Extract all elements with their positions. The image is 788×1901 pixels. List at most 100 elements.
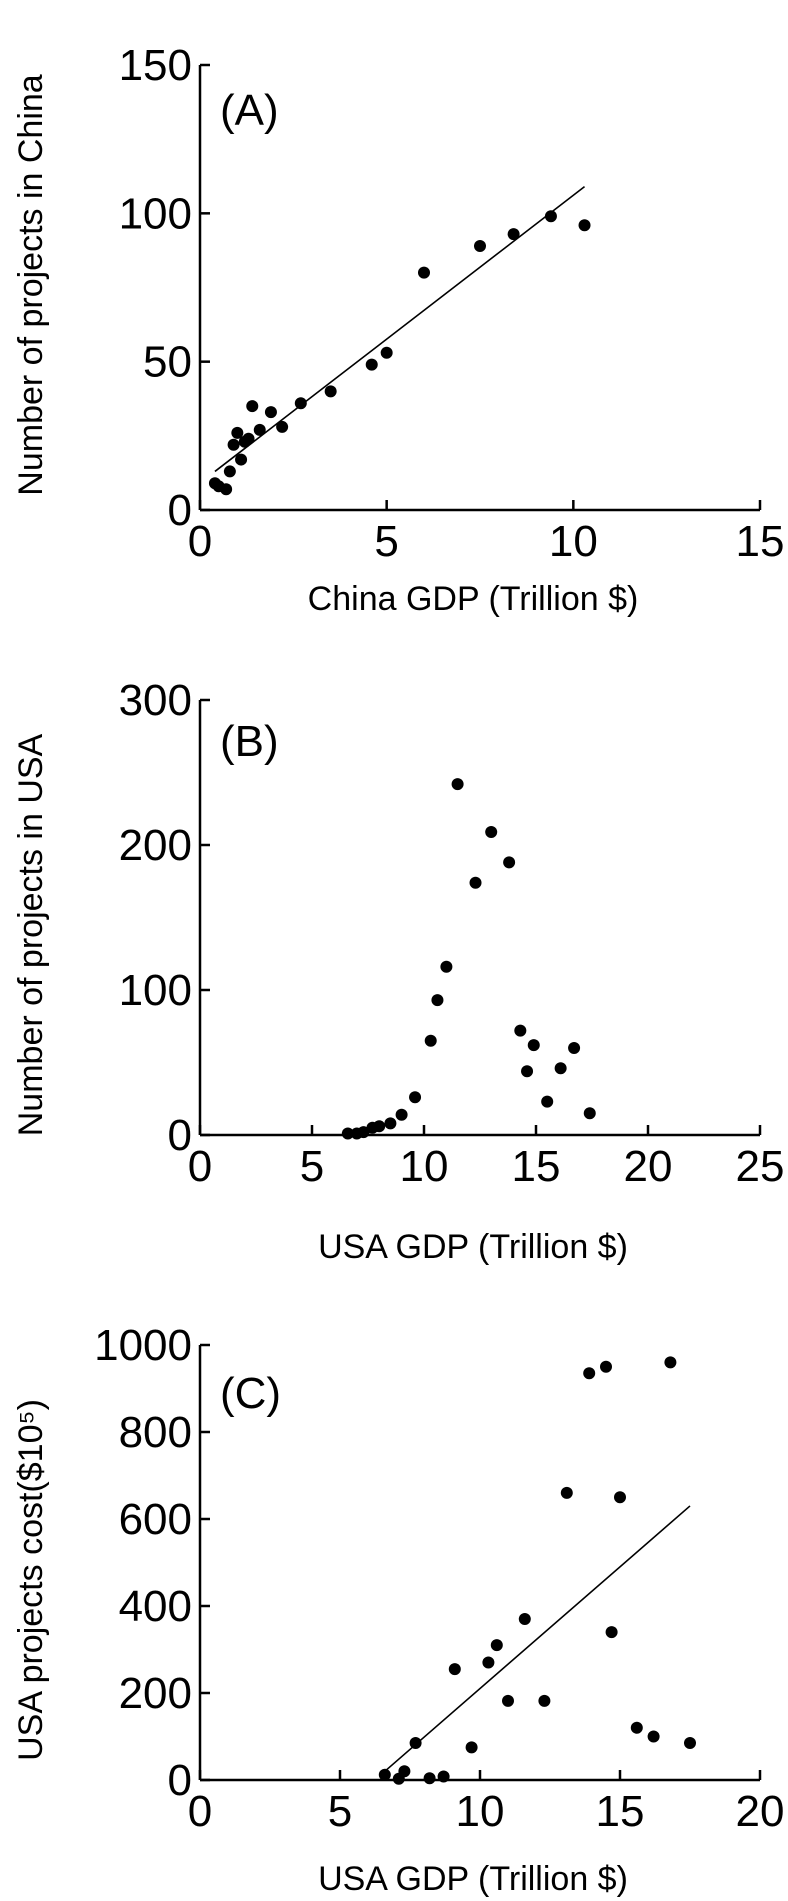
panel-b-ylabel: Number of projects in USA bbox=[12, 733, 50, 1136]
panel-a-data-point bbox=[474, 239, 486, 252]
panel-c-data-point bbox=[560, 1486, 573, 1499]
panel-c-y-tick-label: 0 bbox=[168, 1756, 192, 1805]
panel-c-data-point bbox=[600, 1360, 612, 1373]
panel-b-data-point bbox=[395, 1108, 408, 1121]
panel-c-data-point bbox=[664, 1356, 677, 1369]
panel-b-x-tick-label: 10 bbox=[400, 1142, 449, 1191]
panel-c-data-point bbox=[502, 1694, 514, 1707]
panel-a-data-point bbox=[324, 385, 337, 398]
panel-a-x-tick-label: 10 bbox=[549, 517, 598, 566]
panel-c-label: (C) bbox=[220, 1369, 281, 1418]
panel-b-x-tick-label: 15 bbox=[512, 1142, 561, 1191]
panel-c-x-tick-label: 5 bbox=[328, 1787, 352, 1836]
panel-b-data-point bbox=[384, 1117, 397, 1130]
panel-b-data-point bbox=[373, 1120, 386, 1133]
panel-a-y-tick-label: 50 bbox=[143, 338, 192, 387]
panel-b-y-tick-label: 0 bbox=[168, 1111, 192, 1160]
panel-b-x-tick-label: 5 bbox=[300, 1142, 324, 1191]
panel-a-xlabel: China GDP (Trillion $) bbox=[308, 580, 639, 618]
panel-c-y-tick-label: 400 bbox=[119, 1582, 192, 1631]
panel-c-data-point bbox=[398, 1765, 411, 1778]
panel-a-ylabel: Number of projects in China bbox=[12, 74, 50, 496]
panel-b-data-point bbox=[554, 1062, 567, 1075]
panel-c-ylabel: USA projects cost($10⁵) bbox=[12, 1399, 50, 1761]
panel-a-y-tick-label: 0 bbox=[168, 486, 192, 535]
panel-a-data-point bbox=[418, 266, 430, 279]
panel-a-fit-line bbox=[214, 185, 586, 473]
panel-b-data-point bbox=[451, 778, 464, 791]
panel-b-x-tick-label: 0 bbox=[188, 1142, 212, 1191]
panel-c-data-point bbox=[614, 1491, 626, 1504]
panel-c-data-point bbox=[647, 1730, 660, 1743]
panel-c-data-point bbox=[409, 1737, 422, 1750]
panel-a-data-point bbox=[223, 465, 236, 478]
panel-b-y-tick-label: 300 bbox=[119, 676, 192, 725]
panel-c-x-tick-label: 20 bbox=[736, 1787, 785, 1836]
panel-a-data-point bbox=[507, 228, 520, 241]
panel-c-data-point bbox=[448, 1663, 461, 1676]
panel-c-data-point bbox=[583, 1367, 596, 1380]
panel-c-data-point bbox=[482, 1656, 495, 1669]
panel-c-data-point bbox=[490, 1639, 503, 1652]
panel-c-data-point bbox=[378, 1768, 391, 1781]
panel-b-data-point bbox=[514, 1024, 527, 1037]
panel-b-data-point bbox=[341, 1127, 354, 1140]
panel-c-y-tick-label: 600 bbox=[119, 1495, 192, 1544]
panel-b-x-tick-label: 25 bbox=[736, 1142, 785, 1191]
panel-a-data-point bbox=[365, 358, 378, 371]
panel-a-data-point bbox=[276, 420, 289, 433]
panel-b-data-point bbox=[424, 1034, 437, 1047]
panel-b-data-point bbox=[440, 960, 453, 973]
panel-a-data-point bbox=[264, 406, 277, 419]
panel-c-data-point bbox=[684, 1737, 696, 1750]
panel-c: (C) USA GDP (Trillion $) USA projects co… bbox=[12, 1321, 784, 1898]
panel-b-y-tick-label: 100 bbox=[119, 966, 192, 1015]
panel-b-data-point bbox=[503, 856, 516, 869]
panel-c-y-tick-label: 800 bbox=[119, 1408, 192, 1457]
panel-b-xlabel: USA GDP (Trillion $) bbox=[318, 1228, 628, 1266]
panel-a-x-tick-label: 5 bbox=[374, 517, 398, 566]
panel-c-data-point bbox=[437, 1770, 450, 1783]
panel-b-y-tick-label: 200 bbox=[119, 821, 192, 870]
panel-b-data-point bbox=[541, 1095, 554, 1108]
panel-a-x-tick-label: 15 bbox=[736, 517, 785, 566]
panel-c-x-tick-label: 15 bbox=[596, 1787, 645, 1836]
panel-c-data-point bbox=[465, 1741, 478, 1754]
panel-a-label: (A) bbox=[220, 86, 279, 135]
panel-a-data-point bbox=[242, 432, 255, 445]
panel-b-data-point bbox=[409, 1091, 422, 1104]
panel-a-data-point bbox=[294, 397, 307, 410]
panel-b-data-point bbox=[485, 825, 498, 838]
panel-a-data-point bbox=[578, 219, 591, 232]
panel-b-data-point bbox=[583, 1107, 596, 1120]
panel-a-data-point bbox=[227, 438, 240, 451]
panel-c-x-tick-label: 0 bbox=[188, 1787, 212, 1836]
panel-c-data-point bbox=[630, 1721, 643, 1734]
panel-b-label: (B) bbox=[220, 717, 279, 766]
panel-a-data-point bbox=[235, 453, 248, 466]
panel-b-data-point bbox=[568, 1042, 581, 1054]
panel-c-data-point bbox=[518, 1613, 531, 1626]
panel-c-y-tick-label: 1000 bbox=[94, 1321, 192, 1370]
panel-a: (A) China GDP (Trillion $) Number of pro… bbox=[12, 41, 784, 618]
panel-c-y-tick-label: 200 bbox=[119, 1669, 192, 1718]
panel-c-data-point bbox=[605, 1626, 618, 1639]
panel-b-data-point bbox=[469, 876, 482, 889]
panel-a-data-point bbox=[246, 400, 259, 413]
panel-b-data-point bbox=[431, 994, 444, 1007]
panel-c-x-tick-label: 10 bbox=[456, 1787, 505, 1836]
panel-b-data-point bbox=[521, 1065, 534, 1078]
panel-c-xlabel: USA GDP (Trillion $) bbox=[318, 1860, 628, 1898]
panel-b-data-point bbox=[527, 1039, 540, 1052]
panel-a-data-point bbox=[231, 426, 244, 439]
panel-b-x-tick-label: 20 bbox=[624, 1142, 673, 1191]
panel-a-data-point bbox=[380, 346, 393, 359]
panel-a-y-tick-label: 100 bbox=[119, 189, 192, 238]
panel-b-data-point bbox=[357, 1126, 370, 1139]
panel-c-data-point bbox=[538, 1694, 551, 1707]
panel-a-data-point bbox=[544, 210, 557, 223]
panel-b: (B) USA GDP (Trillion $) Number of proje… bbox=[12, 676, 784, 1266]
panel-c-fit-line bbox=[384, 1505, 691, 1772]
panel-a-data-point bbox=[253, 423, 266, 436]
